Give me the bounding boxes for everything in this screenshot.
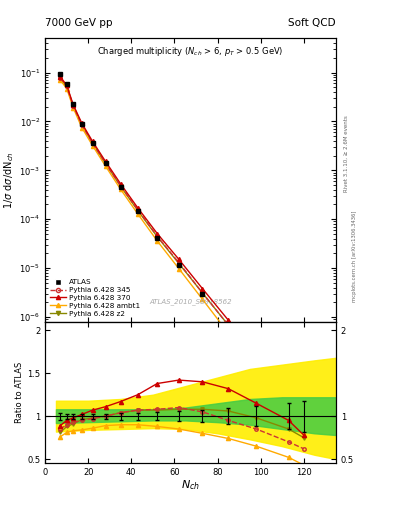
- Y-axis label: 1/$\sigma$ d$\sigma$/dN$_{ch}$: 1/$\sigma$ d$\sigma$/dN$_{ch}$: [3, 151, 17, 209]
- X-axis label: $N_{ch}$: $N_{ch}$: [181, 479, 200, 493]
- Text: Rivet 3.1.10, ≥ 2.6M events: Rivet 3.1.10, ≥ 2.6M events: [344, 115, 349, 192]
- Legend: ATLAS, Pythia 6.428 345, Pythia 6.428 370, Pythia 6.428 ambt1, Pythia 6.428 z2: ATLAS, Pythia 6.428 345, Pythia 6.428 37…: [49, 278, 141, 318]
- Text: Charged multiplicity ($N_{ch}$ > 6, $p_T$ > 0.5 GeV): Charged multiplicity ($N_{ch}$ > 6, $p_T…: [97, 46, 284, 58]
- Text: ATLAS_2010_S8918562: ATLAS_2010_S8918562: [149, 298, 232, 305]
- Text: 7000 GeV pp: 7000 GeV pp: [45, 18, 113, 28]
- Text: mcplots.cern.ch [arXiv:1306.3436]: mcplots.cern.ch [arXiv:1306.3436]: [352, 210, 357, 302]
- Text: Soft QCD: Soft QCD: [288, 18, 336, 28]
- Y-axis label: Ratio to ATLAS: Ratio to ATLAS: [15, 362, 24, 423]
